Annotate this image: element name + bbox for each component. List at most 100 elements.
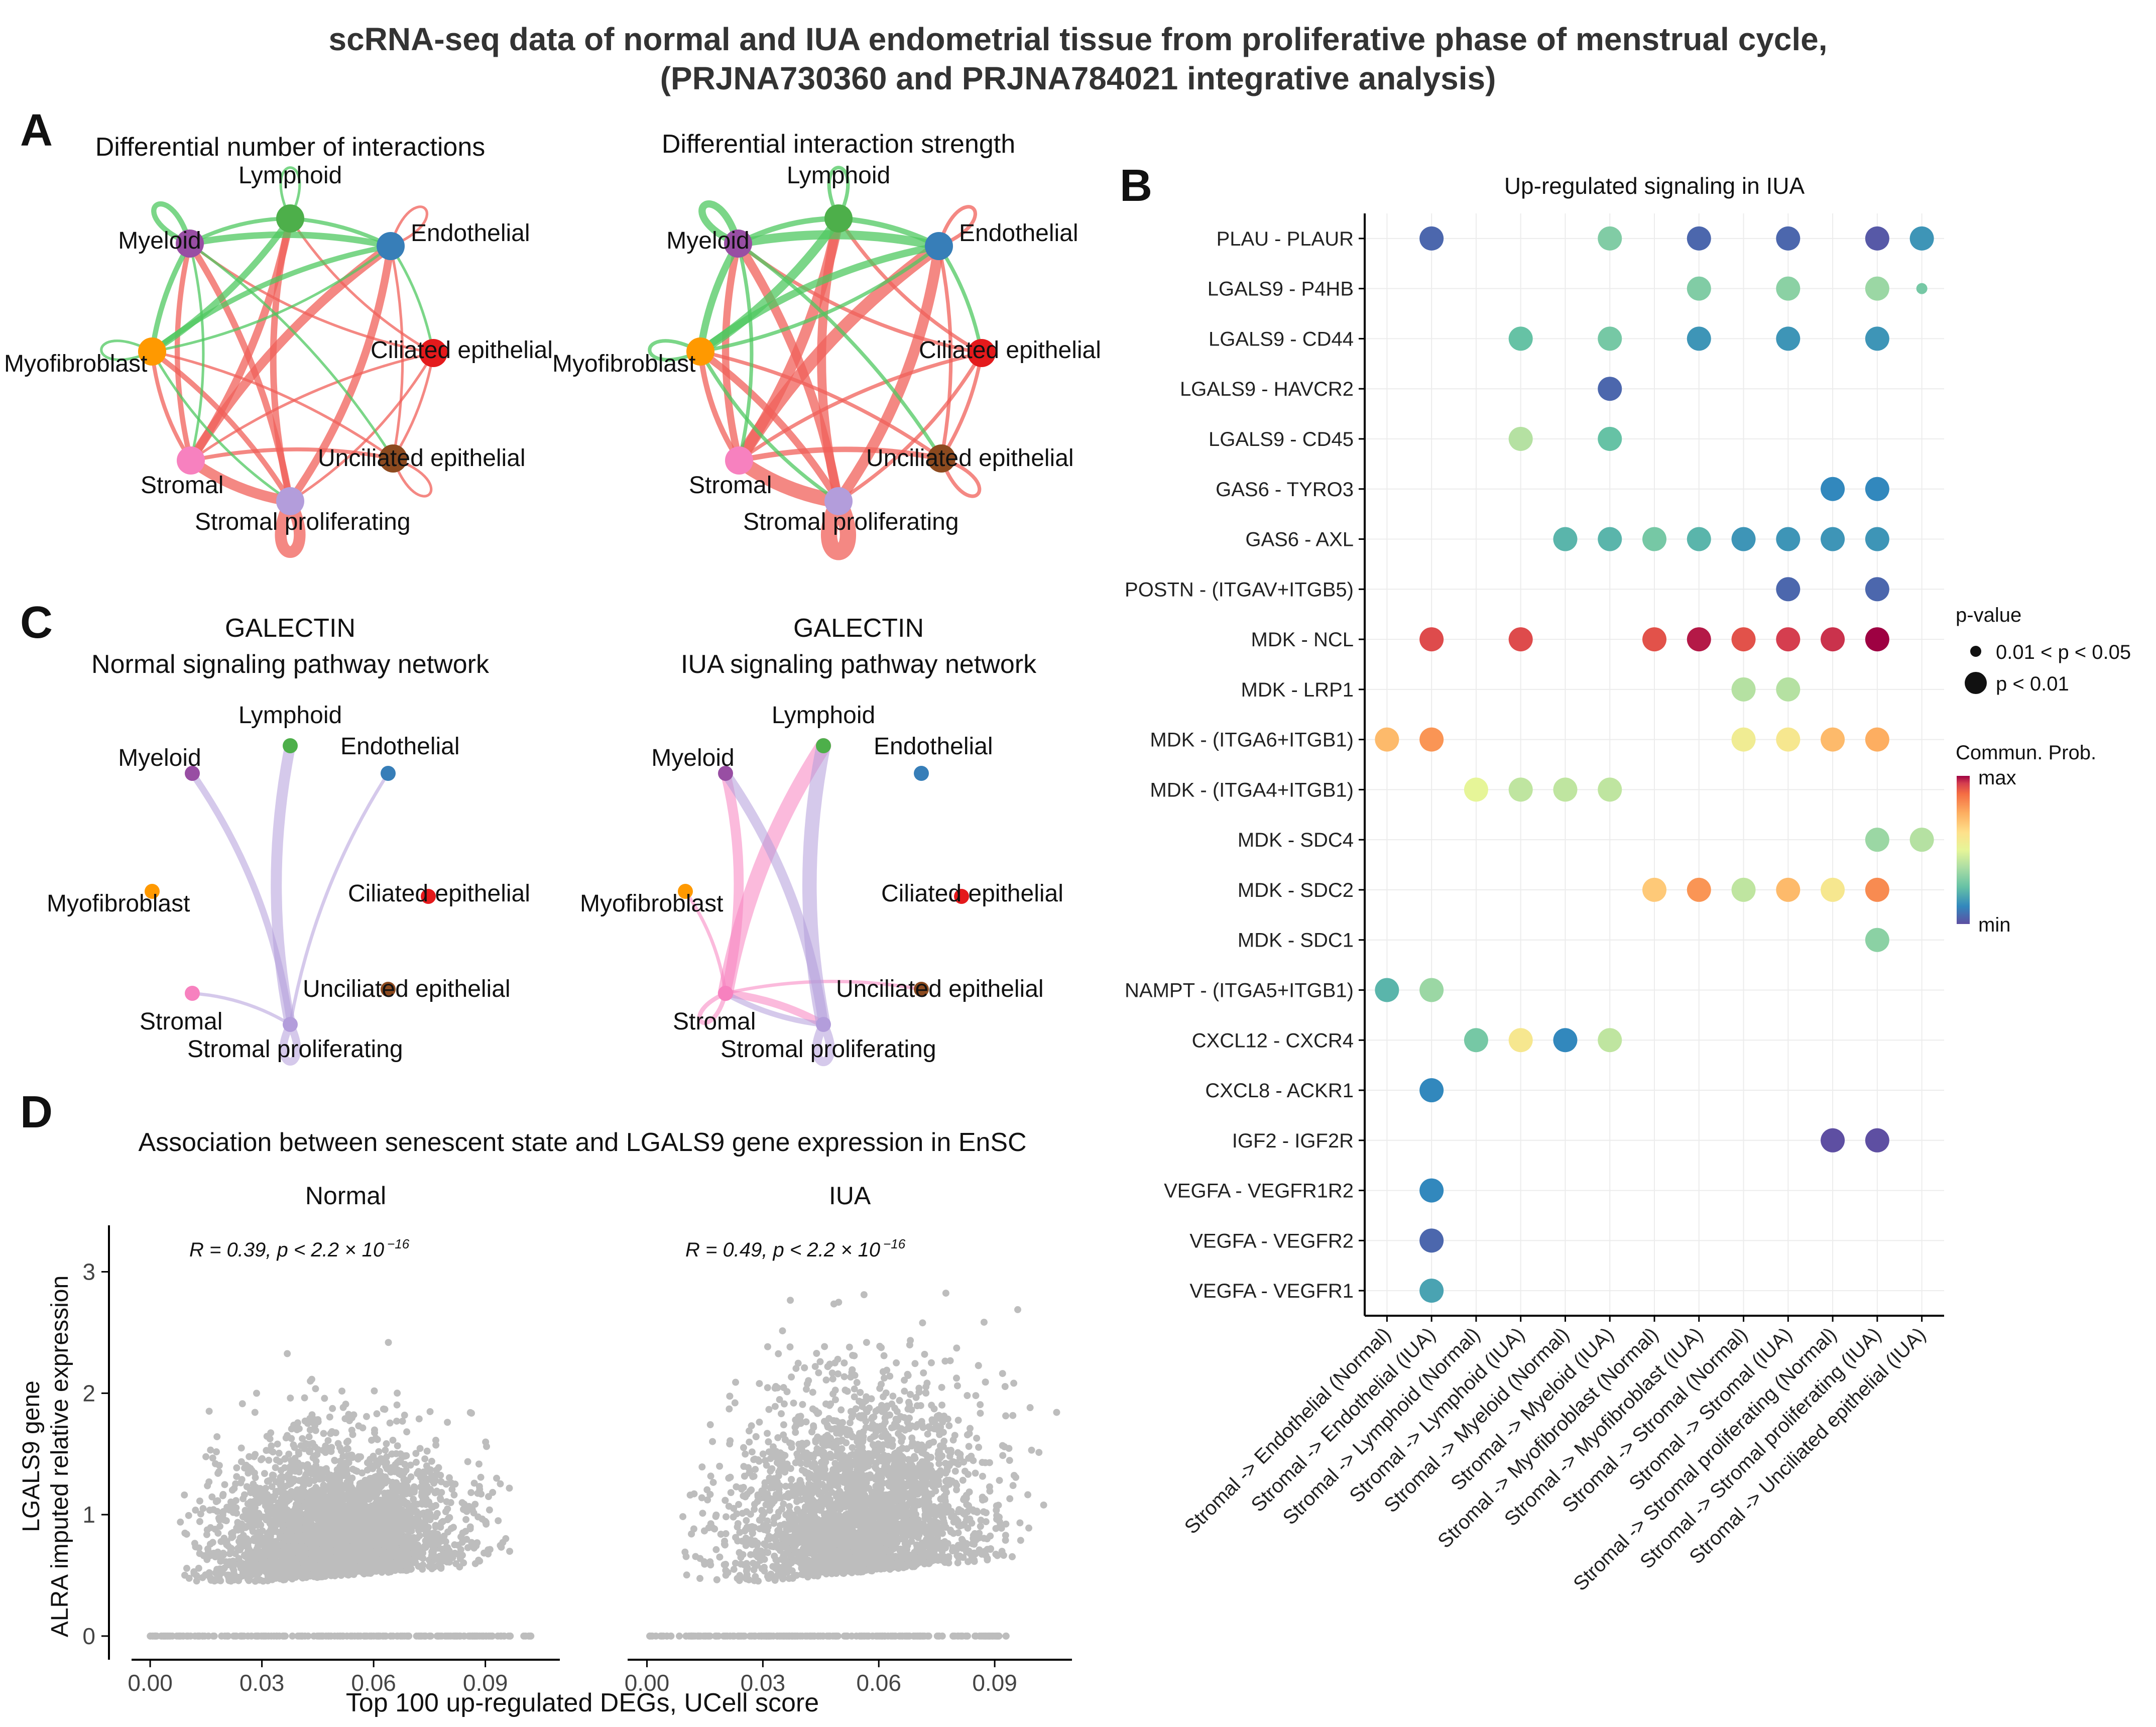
edge-stromal-to-ciliated-epithelial (737, 351, 984, 463)
point (485, 1546, 492, 1554)
node-myofibroblast (138, 337, 166, 366)
point (401, 1452, 409, 1460)
point (359, 1424, 367, 1432)
point (419, 1555, 427, 1562)
point (317, 1496, 325, 1504)
node-myeloid (724, 229, 752, 258)
point (299, 1559, 307, 1566)
dot-mdk-lrp1-col8 (1731, 677, 1756, 702)
node-label-myofibroblast: Myofibroblast (4, 351, 147, 377)
point (254, 1522, 261, 1529)
point (338, 1511, 345, 1518)
point (373, 1473, 380, 1480)
point (961, 1467, 969, 1475)
dot-mdk-itga6-itgb1-col0 (1375, 727, 1399, 752)
point (408, 1540, 415, 1547)
node-label-ciliated-epithelial: Ciliated epithelial (371, 337, 553, 364)
dot-plau-plaur-col5 (1598, 226, 1622, 251)
point (363, 1503, 370, 1510)
point (389, 1478, 396, 1486)
zero-point (179, 1632, 187, 1640)
point (977, 1410, 984, 1417)
point (764, 1343, 771, 1350)
point (415, 1550, 422, 1557)
point (301, 1394, 308, 1402)
point (448, 1485, 456, 1493)
point (253, 1545, 261, 1553)
edge-lymphoid-to-ciliated-epithelial (836, 216, 984, 355)
point (388, 1464, 395, 1471)
point (281, 1543, 288, 1550)
zero-point (435, 1632, 442, 1640)
point (185, 1512, 192, 1519)
panel-c-right-pathway: GALECTIN (793, 614, 924, 643)
point (301, 1488, 308, 1495)
node-endothelial (925, 232, 953, 260)
point (953, 1382, 961, 1390)
node-label-myeloid: Myeloid (118, 745, 201, 771)
edge-stromal-to-unciliated-epithelial (189, 447, 395, 463)
point (418, 1562, 426, 1569)
point (730, 1566, 738, 1573)
point (390, 1544, 397, 1552)
point (348, 1525, 356, 1532)
point (251, 1409, 259, 1416)
edge-stromal-to-myeloid (736, 242, 754, 463)
point (506, 1484, 513, 1492)
row-label-cxcl8-ackr1: CXCL8 - ACKR1 (1205, 1080, 1354, 1102)
zero-point (164, 1632, 171, 1640)
edge-stromal-proliferating-to-stromal-proliferating (279, 1020, 301, 1066)
point (297, 1494, 305, 1502)
point (336, 1528, 344, 1535)
point (347, 1483, 355, 1491)
x-tick-label: 0.06 (351, 1670, 396, 1696)
point (293, 1426, 301, 1434)
point (253, 1569, 261, 1577)
panel-b-letter: B (1120, 161, 1152, 211)
dot-lgals9-cd44-col7 (1687, 326, 1711, 351)
node-label-stromal-proliferating: Stromal proliferating (187, 1036, 403, 1063)
dot-nampt-itga5-itgb1-col1 (1419, 978, 1444, 1002)
row-label-postn-itgav-itgb5: POSTN - (ITGAV+ITGB5) (1125, 579, 1354, 601)
edge-lymphoid-to-ciliated-epithelial (289, 217, 435, 355)
row-label-lgals9-cd45: LGALS9 - CD45 (1209, 428, 1354, 450)
point (221, 1481, 228, 1488)
point (305, 1480, 313, 1487)
point (343, 1438, 350, 1446)
point (477, 1473, 485, 1481)
point (921, 1350, 928, 1358)
point (389, 1436, 397, 1444)
point (410, 1488, 418, 1496)
point (279, 1548, 286, 1555)
point (307, 1489, 314, 1497)
node-label-unciliated-epithelial: Unciliated epithelial (866, 445, 1074, 472)
dot-mdk-ncl-col9 (1776, 627, 1801, 652)
facet-points (646, 1290, 1060, 1640)
zero-point (452, 1632, 459, 1640)
dot-gas6-axl-col6 (1642, 527, 1666, 551)
point (202, 1453, 210, 1460)
point (313, 1570, 320, 1577)
point (346, 1501, 353, 1509)
point (385, 1339, 392, 1346)
point (337, 1572, 345, 1579)
zero-point (210, 1632, 218, 1640)
point (780, 1400, 788, 1408)
zero-point (184, 1632, 192, 1640)
point (374, 1481, 382, 1489)
point (326, 1413, 333, 1421)
point (366, 1523, 374, 1531)
point (373, 1410, 381, 1418)
point (438, 1488, 445, 1496)
point (394, 1557, 402, 1564)
dot-mdk-ncl-col8 (1731, 627, 1756, 652)
node-unciliated-epithelial (927, 444, 955, 473)
point (359, 1561, 367, 1568)
node-label-stromal-proliferating: Stromal proliferating (743, 509, 959, 535)
point (321, 1572, 329, 1580)
point (296, 1464, 303, 1472)
point (426, 1512, 434, 1519)
x-tick-label: 0.03 (239, 1670, 285, 1696)
point (308, 1375, 315, 1383)
